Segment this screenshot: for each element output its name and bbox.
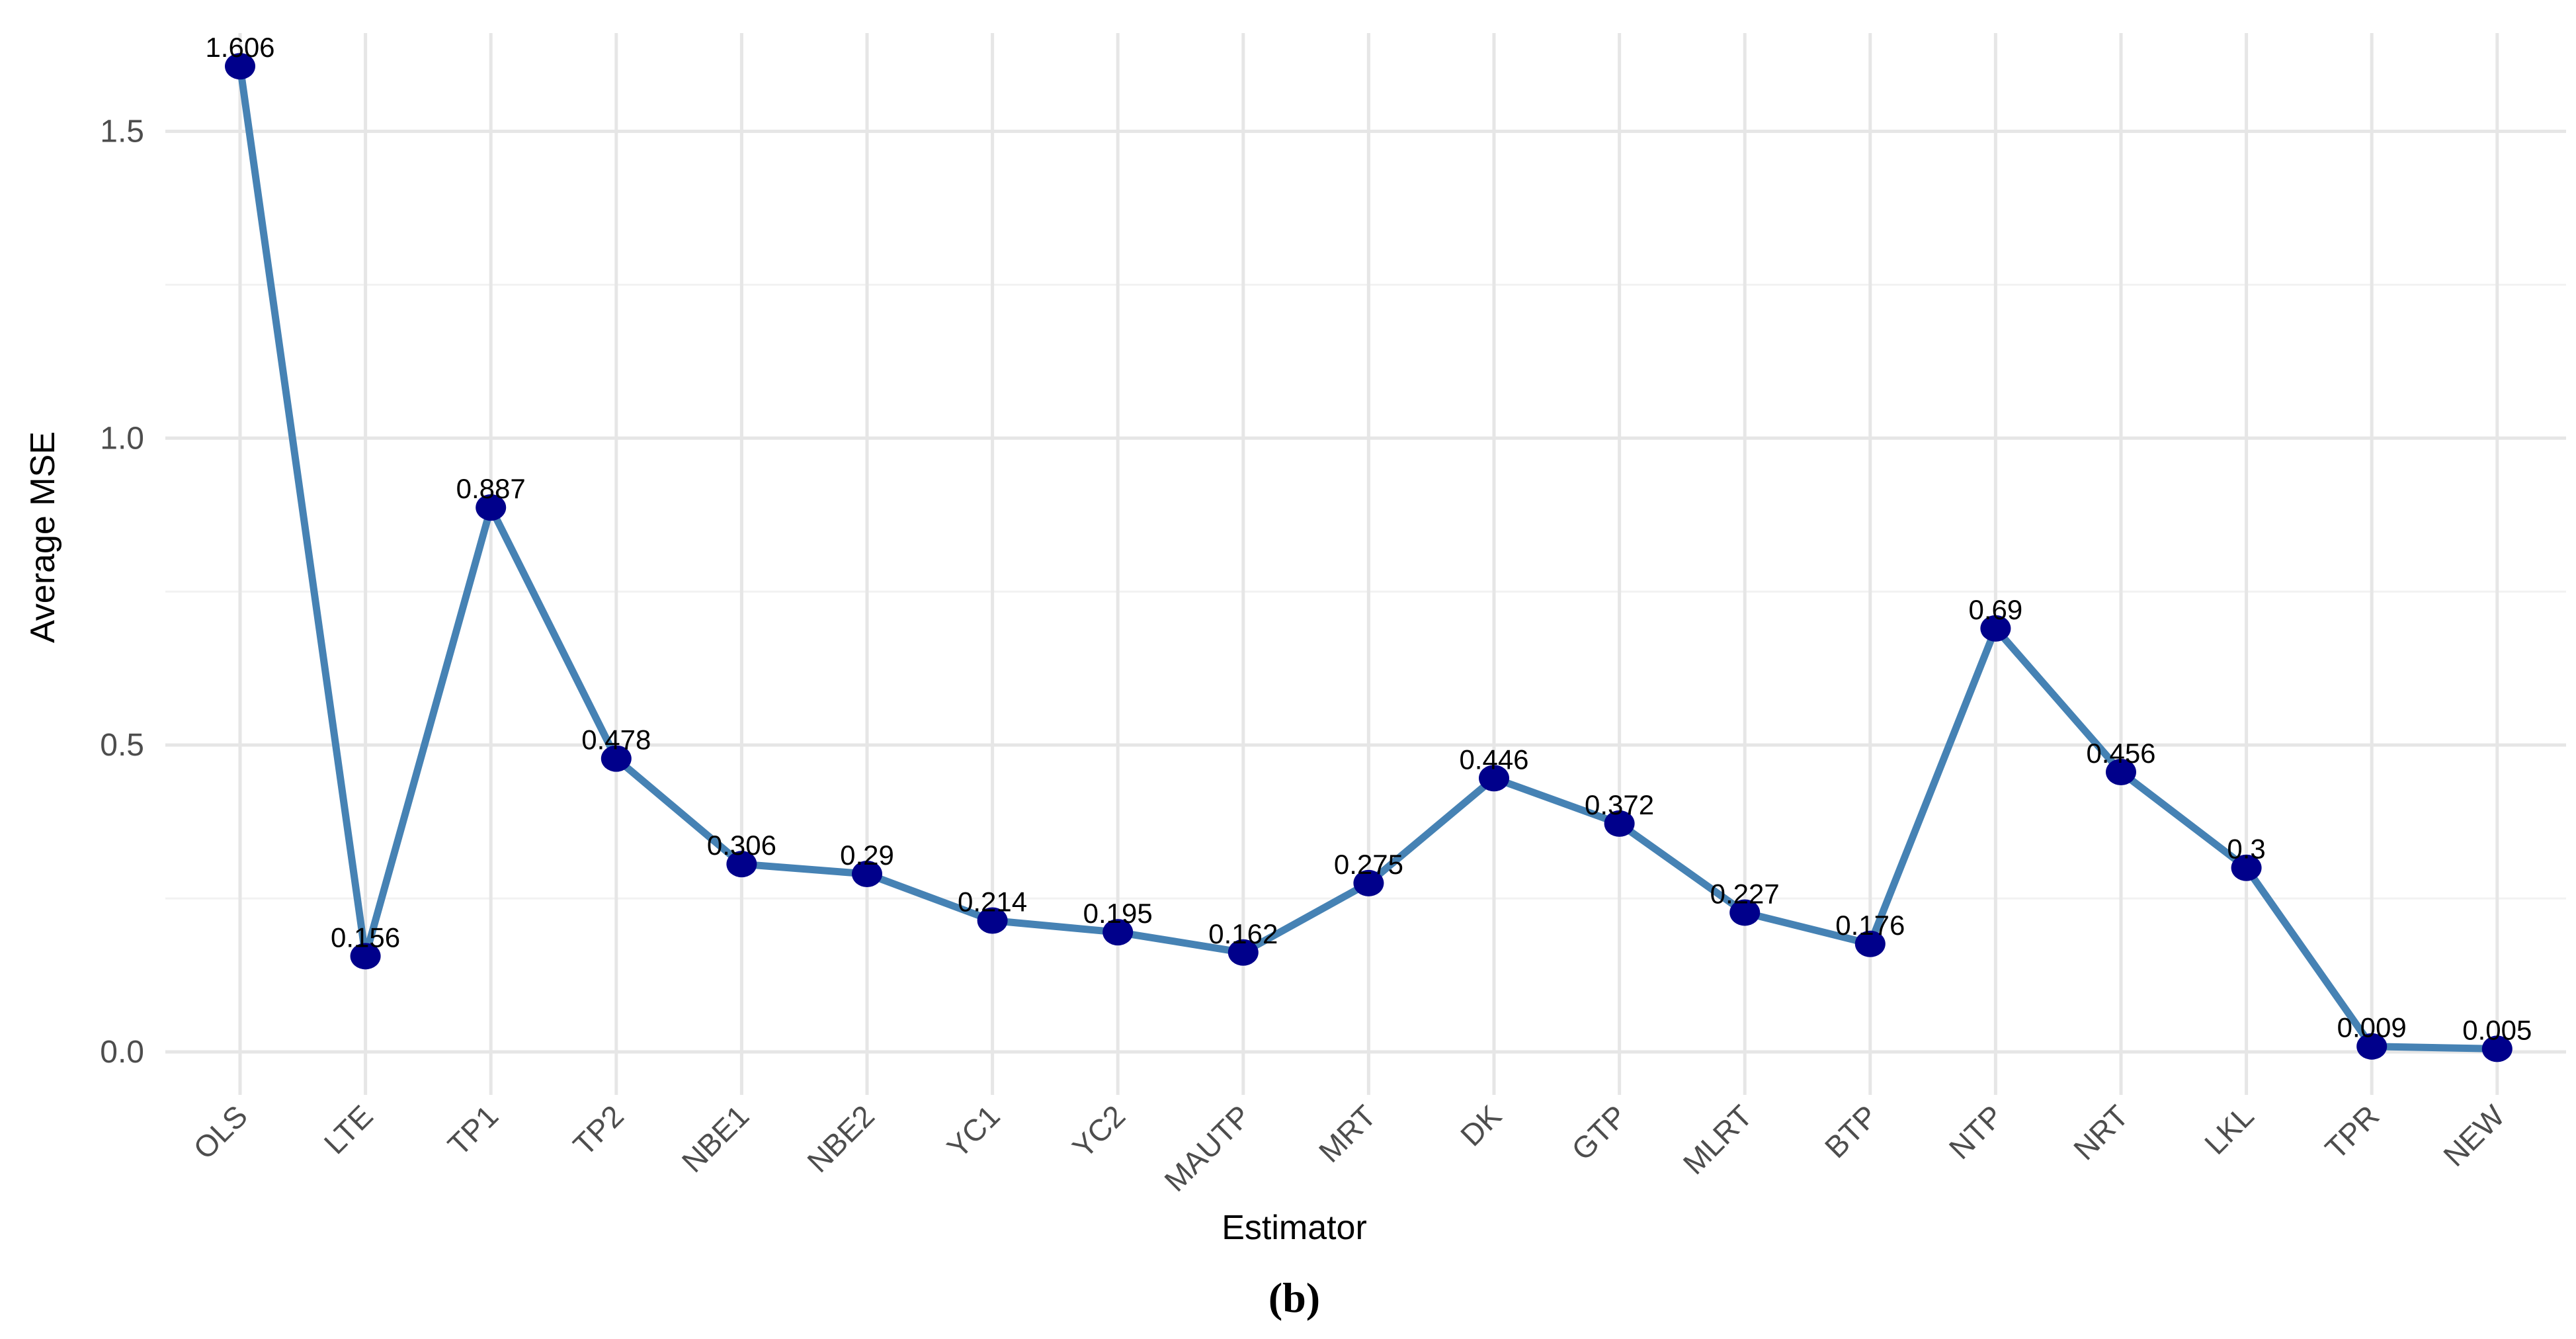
data-label: 0.306: [707, 830, 776, 861]
x-tick-label: OLS: [187, 1098, 254, 1166]
x-tick-label: LTE: [317, 1098, 380, 1160]
data-label: 0.29: [840, 840, 894, 871]
data-label: 0.372: [1585, 789, 1654, 820]
x-tick-label: TP2: [566, 1098, 630, 1162]
y-tick-label: 0.0: [100, 1035, 144, 1070]
data-label: 0.227: [1710, 878, 1780, 909]
data-label: 0.3: [2227, 834, 2265, 865]
y-axis-title: Average MSE: [24, 431, 62, 643]
figure-caption: (b): [1268, 1274, 1320, 1321]
x-tick-label: GTP: [1565, 1098, 1634, 1167]
x-axis-title: Estimator: [1222, 1209, 1367, 1247]
grid: [165, 33, 2566, 1095]
data-point: [1854, 930, 1886, 957]
data-point: [1227, 939, 1259, 966]
data-point: [726, 851, 757, 878]
data-point: [476, 494, 507, 521]
x-tick-label: TP1: [441, 1098, 505, 1162]
y-tick-label: 1.0: [100, 421, 144, 456]
data-point: [1353, 869, 1384, 896]
data-label: 0.009: [2337, 1012, 2407, 1043]
data-label: 0.005: [2462, 1014, 2532, 1045]
x-tick-label: NEW: [2436, 1098, 2511, 1173]
data-label: 0.69: [1969, 594, 2023, 625]
data-point: [1604, 810, 1635, 837]
data-label: 0.275: [1334, 849, 1403, 880]
x-tick-label: LKL: [2198, 1098, 2261, 1161]
data-points: [225, 53, 2513, 1062]
data-point: [2231, 854, 2262, 881]
data-label: 1.606: [205, 32, 274, 63]
data-label: 0.456: [2086, 738, 2155, 769]
data-point: [601, 745, 632, 772]
data-label: 0.176: [1835, 910, 1905, 941]
y-tick-label: 0.5: [100, 728, 144, 763]
data-label: 0.446: [1459, 744, 1528, 775]
x-tick-label: NTP: [1942, 1098, 2010, 1166]
x-tick-label: NBE2: [800, 1098, 881, 1179]
data-point: [1102, 919, 1134, 946]
data-label: 0.478: [581, 724, 651, 756]
x-axis-ticks: OLS LTE TP1 TP2 NBE1 NBE2 YC1 YC2 MAUTP MRT DK GTP M…: [187, 1098, 2511, 1198]
data-label: 0.214: [958, 886, 1027, 918]
x-tick-label: NBE1: [675, 1098, 756, 1179]
x-tick-label: NRT: [2067, 1098, 2135, 1166]
x-tick-label: TPR: [2318, 1098, 2386, 1166]
data-label: 0.162: [1208, 918, 1278, 949]
x-tick-label: MRT: [1312, 1098, 1383, 1169]
data-label: 0.195: [1083, 898, 1153, 929]
x-tick-label: YC2: [1065, 1098, 1132, 1164]
data-point: [2481, 1035, 2513, 1062]
data-point: [225, 53, 255, 80]
data-label: 0.156: [331, 922, 400, 953]
x-tick-label: DK: [1454, 1098, 1508, 1152]
data-point: [2106, 759, 2136, 786]
data-point: [2356, 1033, 2388, 1060]
data-point: [852, 861, 882, 888]
x-tick-label: YC1: [940, 1098, 1007, 1164]
y-axis-ticks: 0.0 0.5 1.0 1.5: [100, 114, 144, 1070]
data-point: [350, 943, 381, 970]
x-tick-label: MLRT: [1677, 1098, 1759, 1181]
y-tick-label: 1.5: [100, 114, 144, 149]
data-point: [1729, 899, 1761, 926]
data-labels: 1.606 0.156 0.887 0.478 0.306 0.29 0.214 0.195 0…: [205, 32, 2532, 1045]
data-point: [977, 907, 1008, 934]
x-tick-label: BTP: [1818, 1098, 1884, 1164]
x-tick-label: MAUTP: [1157, 1098, 1257, 1198]
data-point: [1980, 615, 2011, 642]
data-point: [1479, 765, 1509, 792]
data-label: 0.887: [456, 473, 526, 504]
